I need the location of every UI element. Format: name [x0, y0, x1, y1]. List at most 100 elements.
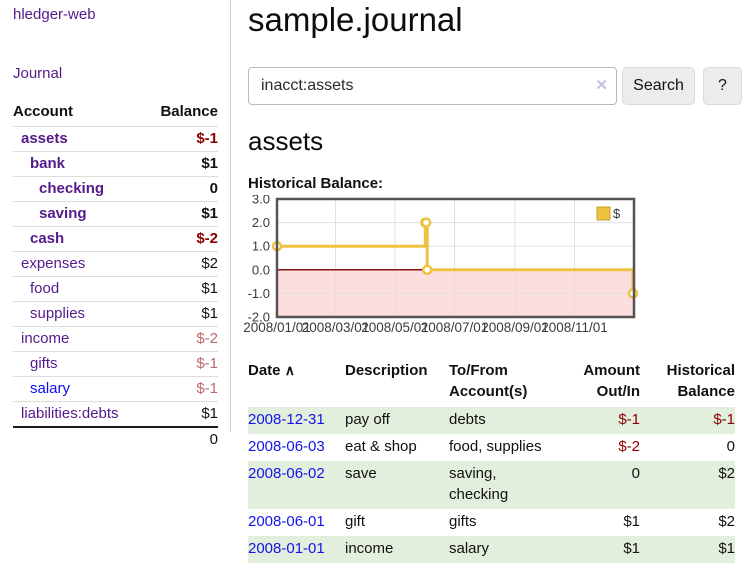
date-column-header[interactable]: Date ∧ — [248, 359, 345, 407]
account-row: liabilities:debts $1 — [13, 401, 218, 427]
y-tick-label: 0.0 — [252, 263, 270, 278]
account-balance: $2 — [145, 251, 218, 277]
account-row: saving $1 — [13, 201, 218, 227]
search-input[interactable] — [248, 67, 617, 106]
description-column-header: Description — [345, 362, 428, 380]
register-amount: $-2 — [618, 438, 640, 456]
search-input-wrap: ✕ — [248, 67, 617, 106]
register-amount: $1 — [718, 540, 735, 558]
accounts-header-row: Account Balance — [13, 101, 218, 127]
plot-border — [275, 198, 636, 319]
sidebar-account-link-gifts[interactable]: gifts — [30, 355, 58, 372]
register-cell: pay off — [345, 410, 390, 428]
register-cell: salary — [449, 540, 490, 558]
search-button[interactable]: Search — [622, 67, 695, 106]
sidebar-account-link-liabilities-debts[interactable]: liabilities:debts — [21, 405, 119, 422]
transaction-date-link[interactable]: 2008-06-02 — [248, 465, 325, 483]
transaction-date-link[interactable]: 2008-06-01 — [248, 512, 325, 530]
register-amount: $1 — [623, 540, 640, 558]
search-bar: ✕ Search ? — [248, 67, 742, 106]
transaction-date-link[interactable]: 2008-12-31 — [248, 410, 325, 428]
x-tick-label: 2008/07/01 — [421, 320, 489, 335]
current-account-heading: assets — [248, 126, 324, 157]
sidebar-account-link-supplies[interactable]: supplies — [30, 305, 86, 322]
historical-balance-chart: 3.0 2.0 1.0 0.0 -1.0 -2.0 2008/01/01 2008/03/01… — [240, 192, 650, 340]
data-point-marker — [421, 264, 433, 276]
register-cell: gift — [345, 512, 366, 530]
sort-ascending-icon: ∧ — [284, 362, 295, 379]
register-amount: $2 — [718, 512, 735, 530]
account-column-header: Account — [13, 103, 73, 120]
account-balance: 0 — [145, 176, 218, 202]
accounts-total-row: 0 — [13, 426, 218, 452]
register-row: 2008-12-31 pay off debts $-1 $-1 — [248, 406, 735, 435]
accounts-column-header: To/From Account(s) — [449, 362, 528, 400]
sidebar-account-link-saving[interactable]: saving — [39, 205, 87, 222]
account-balance: $1 — [145, 401, 218, 427]
y-tick-label: -1.0 — [248, 286, 270, 301]
clear-search-icon[interactable]: ✕ — [595, 77, 608, 95]
x-tick-label: 2008/01/01 — [243, 320, 311, 335]
sidebar-account-link-income[interactable]: income — [21, 330, 70, 347]
register-row: 2008-01-01 income salary $1 $1 — [248, 536, 735, 564]
accounts-total-value: 0 — [145, 426, 218, 452]
register-amount: $-1 — [618, 410, 640, 428]
account-balance: $1 — [145, 276, 218, 302]
register-amount: $1 — [623, 512, 640, 530]
register-cell: eat & shop — [345, 438, 417, 456]
x-tick-label: 2008/11/01 — [541, 320, 608, 335]
sidebar-account-link-checking[interactable]: checking — [39, 180, 105, 197]
sidebar-account-link-food[interactable]: food — [30, 280, 60, 297]
register-cell: income — [345, 540, 394, 558]
account-row: assets $-1 — [13, 126, 218, 152]
account-row: food $1 — [13, 276, 218, 302]
page-title: sample.journal — [248, 1, 463, 38]
register-amount: $2 — [718, 465, 735, 483]
account-balance: $-1 — [145, 376, 218, 402]
balance-column-header-main: Historical Balance — [666, 362, 735, 400]
data-point-marker — [420, 217, 432, 229]
help-button[interactable]: ? — [703, 67, 742, 106]
sidebar: hledger-web Journal Account Balance asse… — [0, 0, 231, 452]
register-cell: debts — [449, 410, 486, 428]
y-tick-label: 3.0 — [252, 195, 270, 207]
account-balance: $-1 — [145, 351, 218, 377]
register-amount: 0 — [631, 465, 640, 483]
sidebar-account-link-salary[interactable]: salary — [30, 380, 71, 397]
register-cell: food, supplies — [449, 438, 542, 456]
sidebar-account-link-bank[interactable]: bank — [30, 155, 66, 172]
y-tick-label: -2.0 — [248, 310, 270, 325]
account-row: income $-2 — [13, 326, 218, 352]
register-header-row: Date ∧ Description To/From Account(s) Am… — [248, 359, 735, 407]
account-row: gifts $-1 — [13, 351, 218, 377]
account-row: cash $-2 — [13, 226, 218, 252]
x-tick-label: 2008/05/01 — [361, 320, 429, 335]
account-row: supplies $1 — [13, 301, 218, 327]
register-amount: 0 — [726, 438, 735, 456]
account-row: checking 0 — [13, 176, 218, 202]
account-balance: $-2 — [145, 226, 218, 252]
app-brand-link[interactable]: hledger-web — [13, 6, 96, 23]
sidebar-account-link-expenses[interactable]: expenses — [21, 255, 86, 272]
balance-column-header: Balance — [160, 103, 218, 120]
register-cell: saving, checking — [449, 465, 509, 503]
amount-column-header: Amount Out/In — [583, 362, 640, 400]
account-row: bank $1 — [13, 151, 218, 177]
date-header-label: Date — [248, 362, 281, 380]
account-balance: $1 — [145, 151, 218, 177]
account-balance: $-2 — [145, 326, 218, 352]
legend-swatch — [596, 206, 611, 221]
sidebar-account-link-assets[interactable]: assets — [21, 130, 68, 147]
sidebar-item-journal[interactable]: Journal — [13, 65, 63, 82]
main-content: sample.journal ✕ Search ? assets Histori… — [243, 0, 742, 564]
register-row: 2008-06-01 gift gifts $1 $2 — [248, 509, 735, 536]
total-spacer — [13, 426, 146, 452]
account-balance: $1 — [145, 301, 218, 327]
sidebar-account-link-cash[interactable]: cash — [30, 230, 65, 247]
transaction-date-link[interactable]: 2008-06-03 — [248, 438, 325, 456]
chart-svg: 3.0 2.0 1.0 0.0 -1.0 -2.02008/01/012008/03/01… — [243, 192, 639, 335]
x-tick-label: 2008/09/01 — [481, 320, 549, 335]
transaction-date-link[interactable]: 2008-01-01 — [248, 540, 325, 558]
x-tick-label: 2008/03/01 — [302, 320, 370, 335]
register-amount: $-1 — [713, 410, 735, 428]
